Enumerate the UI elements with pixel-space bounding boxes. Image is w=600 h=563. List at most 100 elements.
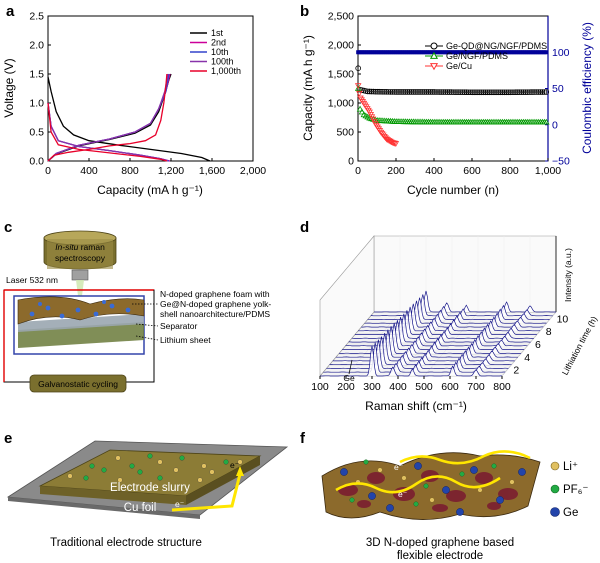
b-point-GeQDNGNGFPDMS [505,89,512,96]
li-particle [477,487,483,493]
panel-d-3d-box [319,235,557,377]
b-point-GeQDNGNGFPDMS [514,89,521,96]
pf6-particle [491,463,497,469]
a-curve-10th-charge [47,73,170,162]
b-point-GeQDNGNGFPDMS [490,89,496,96]
panel-f: f e⁻ e⁻ Li⁺ PF₆⁻ Ge 3D N-doped graphene … [300,430,588,562]
li-particle [509,479,515,485]
b-point-GeQDNGNGFPDMS [482,89,489,96]
slurry-particle [209,469,215,475]
d-xtick-label: 200 [337,381,355,393]
b-point-GeQDNGNGFPDMS [528,89,534,95]
b-ytick-label: 0 [348,156,354,168]
ge-particle [414,462,422,470]
b-point-GeQDNGNGFPDMS [499,89,506,96]
b-y2tick-label: 50 [552,83,564,95]
panel-d-xlabel: Raman shift (cm⁻¹) [365,399,467,413]
b-point-GeQDNGNGFPDMS [484,89,491,96]
li-particle [401,475,407,481]
slurry-particle [157,459,163,465]
b-point-GeQDNGNGFPDMS [385,89,392,95]
b-point-GeQDNGNGFPDMS [431,89,437,95]
slurry-particle [89,463,95,469]
b-point-GeQDNGNGFPDMS [416,89,422,95]
a-ytick-label: 2.0 [29,40,44,52]
a-curve-100th-charge [47,73,169,162]
legend-li: Li⁺ [563,461,578,473]
panel-f-label: f [300,430,306,447]
b-point-GeQDNGNGFPDMS [376,88,382,95]
b-point-GeQDNGNGFPDMS [518,89,525,95]
panel-e: e Electrode slurry Cu foil e⁻ e⁻ Traditi… [4,430,289,549]
f-electron-2: e⁻ [398,489,408,499]
b-xtick-label: 600 [463,165,481,177]
electrode-slurry-front [40,486,186,505]
b-point-GeQDNGNGFPDMS [503,89,510,96]
a-curve-2nd-charge [47,73,171,162]
slurry-particle [223,459,229,465]
b-point-GeQDNGNGFPDMS [412,89,418,95]
b-point-GeQDNGNGFPDMS [526,89,532,95]
b-point-GeQDNGNGFPDMS [473,89,479,96]
b-y2tick-label: −50 [552,156,570,168]
b-point-GeQDNGNGFPDMS [469,89,475,96]
b-legend-label: Ge/Cu [446,61,472,71]
e-electron-2: e⁻ [175,499,185,509]
panel-a-ylabel: Voltage (V) [2,58,16,117]
panel-e-caption: Traditional electrode structure [50,537,202,549]
laser-label: Laser 532 nm [6,275,58,285]
b-xtick-label: 800 [501,165,519,177]
b-point-GeQDNGNGFPDMS [459,89,466,95]
b-point-GeQDNGNGFPDMS [408,89,415,95]
a-ytick-label: 2.5 [29,11,44,23]
slurry-particle [157,475,163,481]
b-point-GeQDNGNGFPDMS [486,89,493,96]
a-legend-label: 100th [211,57,234,67]
slurry-particle [197,477,203,483]
b-legend-marker [430,42,438,50]
b-point-GeQDNGNGFPDMS [389,89,396,95]
b-point-GeQDNGNGFPDMS [509,89,515,96]
b-point-GeQDNGNGFPDMS [410,89,417,95]
b-point-GeNGFPDMS [543,118,550,125]
slurry-particle [129,463,135,469]
b-point-GeQDNGNGFPDMS [511,89,517,96]
b-point-GeQDNGNGFPDMS [387,89,394,95]
foil-label: Cu foil [124,502,157,514]
slurry-particle [237,459,243,465]
b-point-GeQDNGNGFPDMS [541,89,548,95]
foam-label-2: Ge@N-doped graphene yolk- [160,299,271,309]
b-point-GeNGFPDMS [354,85,362,91]
a-xtick-label: 2,000 [240,165,266,177]
a-ytick-label: 0.0 [29,156,44,168]
b-point-GeQDNGNGFPDMS [368,88,375,95]
a-legend-label: 10th [211,47,229,57]
electrode-slurry-side [186,456,260,505]
a-legend-label: 1st [211,28,224,38]
panel-b-xlabel: Cycle number (n) [407,183,499,197]
b-point-GeCu [356,90,363,97]
b-y2tick-label: 0 [552,119,558,131]
b-legend-label: Ge-QD@NG/NGF/PDMS [446,41,547,51]
b-point-GeQDNGNGFPDMS [393,89,399,95]
a-curve-1000th-discharge [47,102,168,162]
b-point-GeQDNGNGFPDMS [535,89,542,95]
lithium-label: Lithium sheet [160,335,211,345]
b-point-GeQDNGNGFPDMS [400,89,407,95]
b-point-GeQDNGNGFPDMS [461,89,468,96]
d-ztick-label: 2 [513,365,519,377]
pf6-particle [423,483,429,489]
d-ztick-label: 4 [524,352,530,364]
d-xtick-label: 300 [363,381,381,393]
b-point-GeQDNGNGFPDMS [404,89,411,95]
b-point-GeQDNGNGFPDMS [397,89,403,95]
a-xtick-label: 1,600 [199,165,225,177]
panel-e-label: e [4,430,12,447]
pf6-particle [459,471,465,477]
panel-b-y2label: Coulombic efficiency (%) [580,22,594,154]
b-point-GeQDNGNGFPDMS [427,89,434,95]
slurry-particle [115,455,121,461]
b-point-GeQDNGNGFPDMS [475,89,481,96]
a-curve-1000th-charge [47,73,168,162]
